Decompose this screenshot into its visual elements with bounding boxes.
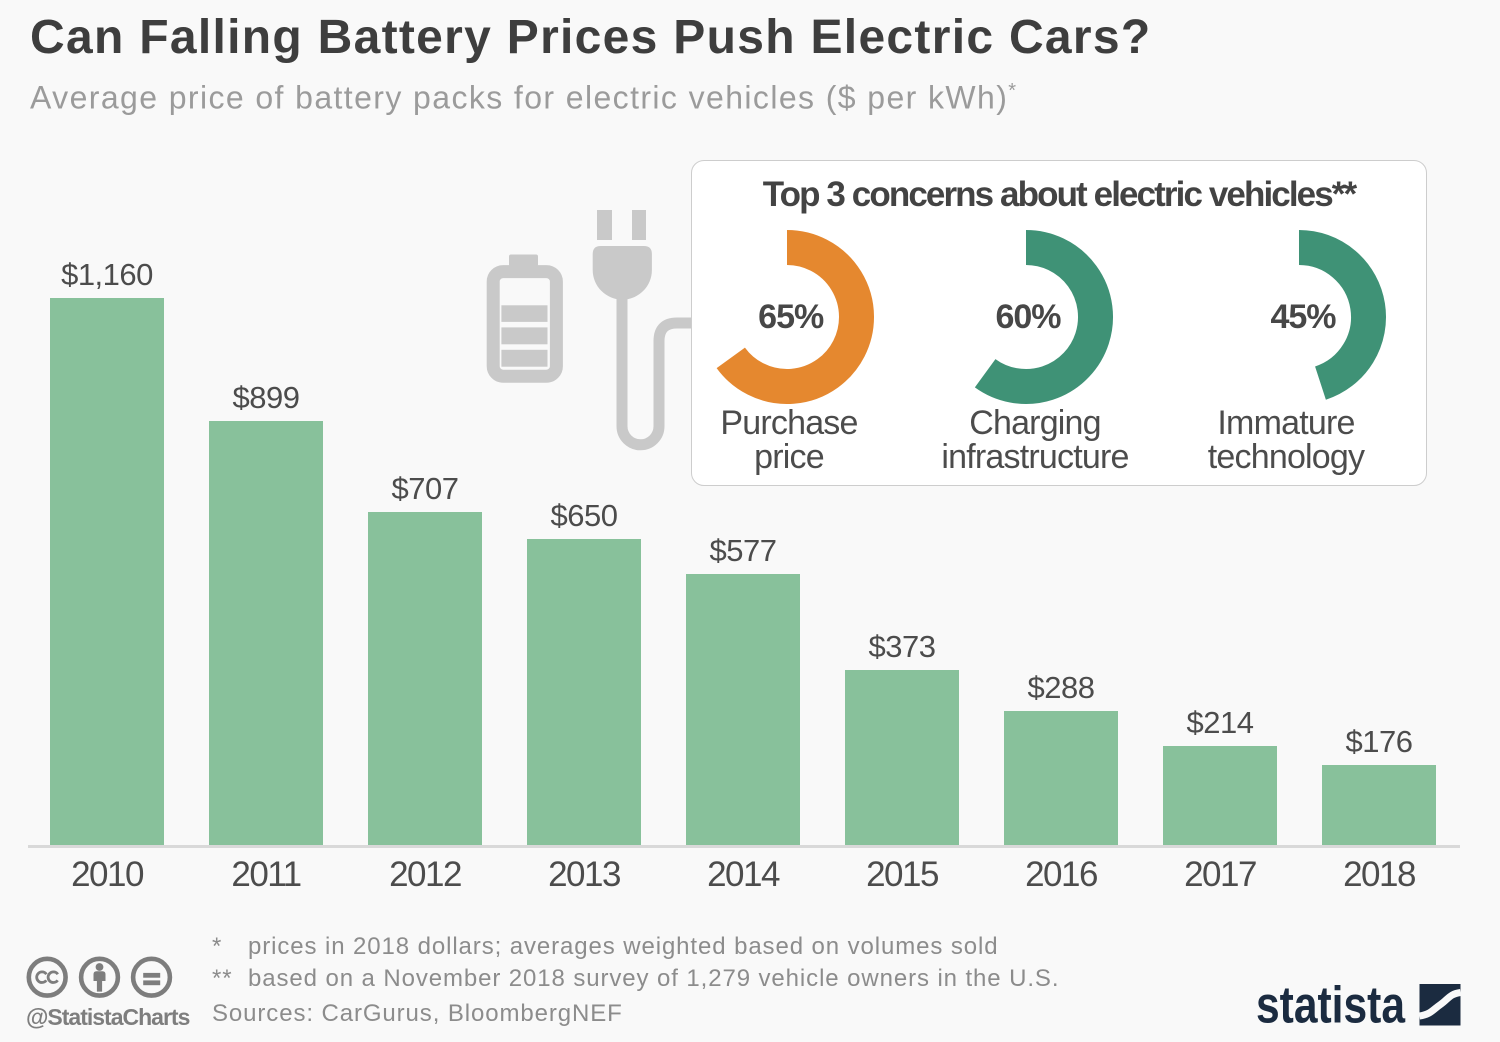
svg-text:statista: statista bbox=[1256, 976, 1406, 1031]
